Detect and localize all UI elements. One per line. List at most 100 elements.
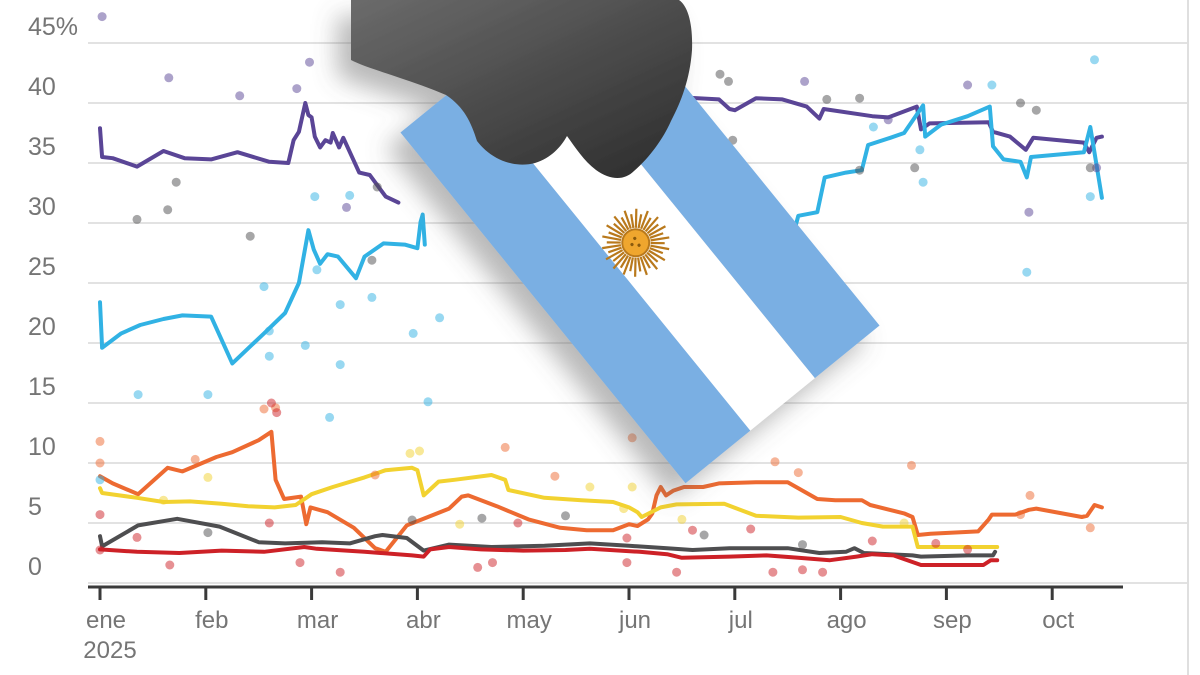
line-purple [672, 95, 1104, 155]
sun-ray [650, 236, 670, 242]
poll-dot-yellow [585, 482, 595, 492]
sun-ray [634, 208, 638, 228]
poll-dot-light-blue [918, 177, 928, 187]
hand-icon [351, 0, 693, 179]
poll-dot-orange [259, 404, 269, 414]
poll-dot-yellow [405, 448, 415, 458]
sun-ray [634, 257, 637, 277]
x-tick-label: abr [406, 607, 441, 634]
poll-dot-light-blue [367, 292, 377, 302]
poll-dot-red [95, 545, 105, 555]
poll-dot-red [867, 536, 877, 546]
poll-dot-purple [963, 80, 973, 90]
y-tick-label: 15 [28, 373, 56, 401]
scatter-points [95, 12, 1102, 577]
poll-dot-orange [95, 436, 105, 446]
poll-dot-red [165, 560, 175, 570]
sun-ray [622, 256, 632, 275]
y-tick-label: 45% [28, 13, 78, 41]
poll-dot-purple [97, 12, 107, 22]
poll-dot-dark-gray [407, 515, 417, 525]
poll-dot-dark-gray [477, 513, 487, 523]
x-tick-label: feb [195, 607, 228, 634]
poll-dot-red [264, 518, 274, 528]
poll-dot-dark-gray [372, 182, 382, 192]
sun-ray [644, 216, 659, 233]
poll-dot-purple [1092, 163, 1102, 173]
sun-ray [613, 215, 628, 232]
x-tick-label: may [507, 607, 552, 634]
poll-dot-red [473, 562, 483, 572]
x-tick-label: ago [827, 607, 867, 634]
poll-dot-light-blue [408, 328, 418, 338]
line-dark-gray [98, 516, 998, 559]
poll-dot-purple [1024, 207, 1034, 217]
sun-ray [605, 249, 624, 261]
sun-ray [608, 231, 623, 239]
poll-dot-dark-gray [1016, 98, 1025, 108]
y-tick-label: 0 [28, 553, 42, 581]
poll-dot-red [335, 567, 345, 577]
poll-dot-yellow [455, 519, 465, 529]
poll-dot-yellow [627, 482, 637, 492]
poll-dot-purple [292, 84, 302, 94]
line-red [98, 545, 1000, 567]
poll-dot-orange [1025, 490, 1035, 500]
poll-dot-red [266, 398, 276, 408]
line-yellow [98, 465, 1000, 549]
poll-dot-orange [370, 470, 380, 480]
poll-dot-light-blue [435, 313, 445, 323]
poll-dot-orange [1016, 510, 1025, 520]
series-lines [98, 95, 1104, 567]
sun-ray [620, 216, 630, 231]
poll-dot-yellow [203, 472, 213, 482]
x-axis-labels: ene 2025 feb mar abr may jun jul ago sep oct [83, 607, 1074, 664]
poll-dot-red [672, 567, 682, 577]
poll-dot-light-blue [325, 412, 335, 422]
sun-ray [642, 217, 652, 231]
poll-dot-dark-gray [561, 511, 570, 521]
sun-ray [612, 253, 627, 270]
sun-ray [640, 210, 649, 230]
poll-dot-yellow [415, 446, 424, 456]
y-tick-label: 40 [28, 73, 56, 101]
sun-ray [602, 244, 622, 250]
sun-ray [602, 235, 622, 241]
sun-ray [648, 249, 666, 262]
poll-dot-dark-gray [855, 165, 865, 175]
sun-ray [650, 241, 665, 245]
sun-ray [646, 223, 659, 235]
poll-dot-dark-gray [798, 540, 807, 550]
poll-dot-light-blue [335, 360, 345, 370]
poll-dot-light-blue [335, 300, 345, 310]
poll-dot-light-blue [1085, 192, 1095, 202]
poll-dot-light-blue [203, 390, 213, 400]
y-tick-label: 20 [28, 313, 56, 341]
poll-dot-light-blue [868, 122, 878, 132]
ballot-overlay [351, 0, 880, 484]
poll-dot-orange [793, 468, 803, 478]
y-tick-label: 30 [28, 193, 56, 221]
sun-face-detail [633, 236, 637, 241]
x-tick-label: oct [1042, 607, 1074, 634]
sun-ray [646, 251, 659, 263]
poll-dot-orange [500, 442, 510, 452]
poll-dot-light-blue [1090, 55, 1099, 65]
x-tick-label: jun [618, 607, 651, 634]
sun-ray [612, 251, 625, 262]
x-axis [88, 585, 1123, 600]
poll-dot-dark-gray [715, 69, 725, 79]
sun-ray [630, 213, 635, 229]
poll-dot-purple [800, 76, 810, 86]
poll-dot-yellow [899, 518, 909, 528]
poll-dot-red [746, 524, 756, 534]
poll-dot-orange [95, 458, 105, 468]
sun-ray [637, 214, 643, 229]
sun-ray [613, 222, 626, 234]
x-tick-label: ene [86, 607, 126, 634]
poll-dot-light-blue [264, 351, 274, 361]
line-purple [98, 101, 401, 205]
poll-dot-orange [550, 471, 560, 481]
